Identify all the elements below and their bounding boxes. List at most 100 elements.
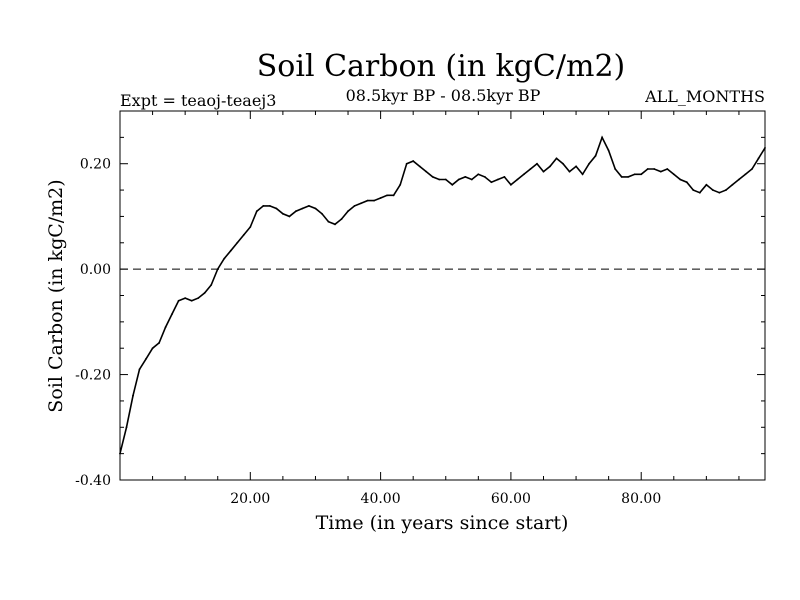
data-point	[653, 168, 656, 170]
data-point	[353, 204, 356, 207]
data-point	[725, 189, 727, 191]
data-point	[223, 257, 226, 260]
data-point	[731, 183, 734, 186]
data-point	[347, 210, 349, 213]
y-tick-label: 0.00	[80, 262, 111, 278]
data-point	[646, 168, 649, 170]
data-point	[444, 178, 447, 181]
data-point	[627, 175, 630, 178]
data-point	[451, 183, 454, 186]
data-point	[523, 173, 525, 176]
data-point	[711, 189, 714, 191]
data-point	[431, 175, 434, 178]
data-point	[190, 299, 193, 302]
data-point	[249, 226, 252, 228]
data-point	[314, 207, 317, 210]
data-point	[490, 181, 493, 184]
data-point	[503, 175, 506, 178]
series-points	[119, 136, 766, 455]
data-point	[542, 170, 545, 173]
data-point	[399, 183, 402, 186]
data-point	[210, 284, 213, 286]
data-point	[457, 178, 460, 181]
data-point	[138, 368, 141, 371]
data-point	[145, 357, 147, 360]
x-axis-label: Time (in years since start)	[316, 512, 569, 534]
tick-labels: 20.00 40.00 60.00 80.00 -0.40 -0.20 0.00 0.20	[75, 157, 661, 507]
y-tick-label: -0.20	[75, 368, 111, 384]
x-tick-label: 80.00	[621, 491, 661, 507]
data-point	[216, 268, 219, 271]
months-label: ALL_MONTHS	[644, 87, 765, 106]
y-tick-label: 0.20	[80, 157, 111, 173]
data-point	[496, 178, 499, 181]
data-point	[151, 347, 154, 350]
data-point	[132, 394, 134, 397]
data-point	[672, 173, 675, 176]
data-point	[255, 210, 258, 213]
data-point	[692, 189, 695, 191]
data-point	[685, 181, 688, 184]
period-label: 08.5kyr BP - 08.5kyr BP	[346, 86, 541, 105]
data-point	[620, 175, 623, 178]
data-point	[477, 173, 480, 176]
data-point	[757, 157, 760, 160]
x-tick-label: 60.00	[491, 491, 531, 507]
data-point	[321, 212, 323, 215]
data-point	[594, 154, 597, 157]
data-point	[666, 168, 669, 170]
data-point	[555, 157, 558, 160]
experiment-label: Expt = teaoj-teaej3	[120, 91, 276, 110]
data-point	[281, 212, 284, 215]
data-point	[575, 165, 577, 168]
data-point	[366, 199, 369, 202]
data-point	[764, 147, 766, 149]
data-point	[360, 202, 362, 205]
data-point	[536, 162, 538, 165]
data-point	[158, 342, 160, 344]
soil-carbon-series-line	[119, 135, 766, 454]
data-point	[164, 326, 167, 329]
data-point	[236, 241, 239, 244]
x-tick-label: 20.00	[230, 491, 270, 507]
data-point	[581, 173, 584, 176]
y-tick-label: -0.40	[75, 473, 111, 489]
data-point	[268, 204, 271, 207]
data-point	[262, 204, 265, 207]
data-point	[308, 204, 310, 207]
data-point	[614, 168, 617, 170]
data-point	[295, 210, 297, 213]
x-tick-label: 40.00	[361, 491, 401, 507]
data-point	[529, 168, 532, 170]
data-point	[229, 249, 232, 252]
data-point	[301, 207, 304, 210]
data-point	[751, 168, 753, 170]
data-point	[275, 207, 278, 210]
data-point	[288, 215, 291, 218]
data-point	[425, 170, 428, 173]
data-point	[588, 162, 590, 165]
data-point	[705, 183, 708, 186]
data-point	[640, 173, 643, 176]
y-axis-label: Soil Carbon (in kgC/m2)	[45, 179, 67, 412]
data-point	[405, 162, 408, 165]
data-point	[418, 165, 421, 168]
data-point	[470, 178, 473, 181]
chart-title: Soil Carbon (in kgC/m2)	[257, 49, 625, 84]
data-point	[171, 313, 174, 315]
data-point	[607, 149, 610, 152]
data-point	[718, 191, 721, 194]
data-point	[184, 297, 187, 300]
data-point	[334, 223, 336, 226]
data-point	[698, 191, 701, 194]
data-point	[197, 297, 200, 300]
data-point	[679, 178, 682, 181]
plot-frame	[119, 110, 766, 481]
data-point	[633, 173, 636, 176]
data-point	[562, 162, 564, 165]
data-point	[125, 426, 128, 429]
data-point	[568, 170, 571, 173]
data-point	[412, 160, 415, 162]
data-point	[510, 183, 512, 186]
